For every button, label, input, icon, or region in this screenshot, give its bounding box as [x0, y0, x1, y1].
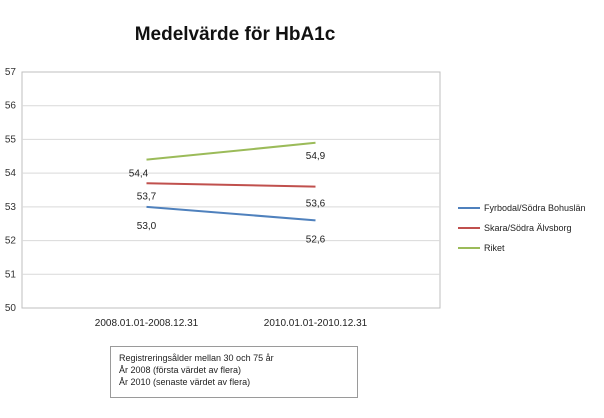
legend-label: Riket — [484, 243, 505, 253]
note-line-1: Registreringsålder mellan 30 och 75 år — [119, 353, 274, 363]
plot-area — [21, 71, 441, 309]
y-tick-label: 55 — [5, 134, 17, 145]
y-tick-label: 53 — [5, 202, 17, 213]
y-tick-label: 56 — [5, 101, 17, 112]
legend-swatch — [458, 207, 480, 209]
data-label: 53,0 — [137, 221, 157, 232]
y-axis-ticks: 50 51 52 53 54 55 56 57 — [5, 67, 17, 314]
data-label: 54,4 — [129, 169, 149, 180]
series-lines — [146, 141, 316, 222]
legend: Fyrbodal/Södra Bohuslän Skara/Södra Älvsb… — [458, 198, 586, 258]
legend-swatch — [458, 247, 480, 249]
x-tick-label: 2010.01.01-2010.12.31 — [264, 318, 368, 329]
x-axis-ticks: 2008.01.01-2008.12.31 2010.01.01-2010.12.… — [95, 318, 368, 329]
note-line-3: År 2010 (senaste värdet av flera) — [119, 377, 251, 387]
y-tick-label: 51 — [5, 269, 17, 280]
x-tick-label: 2008.01.01-2008.12.31 — [95, 318, 199, 329]
y-tick-label: 54 — [5, 168, 17, 179]
chart-title: Medelvärde för HbA1c — [134, 24, 336, 45]
note-box: Registreringsålder mellan 30 och 75 år Å… — [110, 346, 358, 398]
data-labels: 53,0 52,6 53,7 53,6 54,4 54,9 — [129, 151, 326, 246]
legend-label: Skara/Södra Älvsborg — [484, 223, 572, 233]
y-tick-label: 50 — [5, 303, 17, 314]
legend-label: Fyrbodal/Södra Bohuslän — [484, 203, 586, 213]
series-line — [146, 182, 316, 188]
y-tick-label: 57 — [5, 67, 17, 78]
legend-swatch — [458, 227, 480, 229]
legend-item: Skara/Södra Älvsborg — [458, 218, 586, 238]
note-line-2: År 2008 (första värdet av flera) — [119, 365, 242, 375]
series-line — [146, 141, 316, 161]
series-line — [146, 205, 316, 222]
data-label: 53,7 — [137, 191, 157, 202]
data-label: 52,6 — [306, 234, 326, 245]
legend-item: Riket — [458, 238, 586, 258]
data-label: 53,6 — [306, 199, 326, 210]
data-label: 54,9 — [306, 151, 326, 162]
legend-item: Fyrbodal/Södra Bohuslän — [458, 198, 586, 218]
y-tick-label: 52 — [5, 236, 17, 247]
gridlines — [22, 105, 440, 275]
